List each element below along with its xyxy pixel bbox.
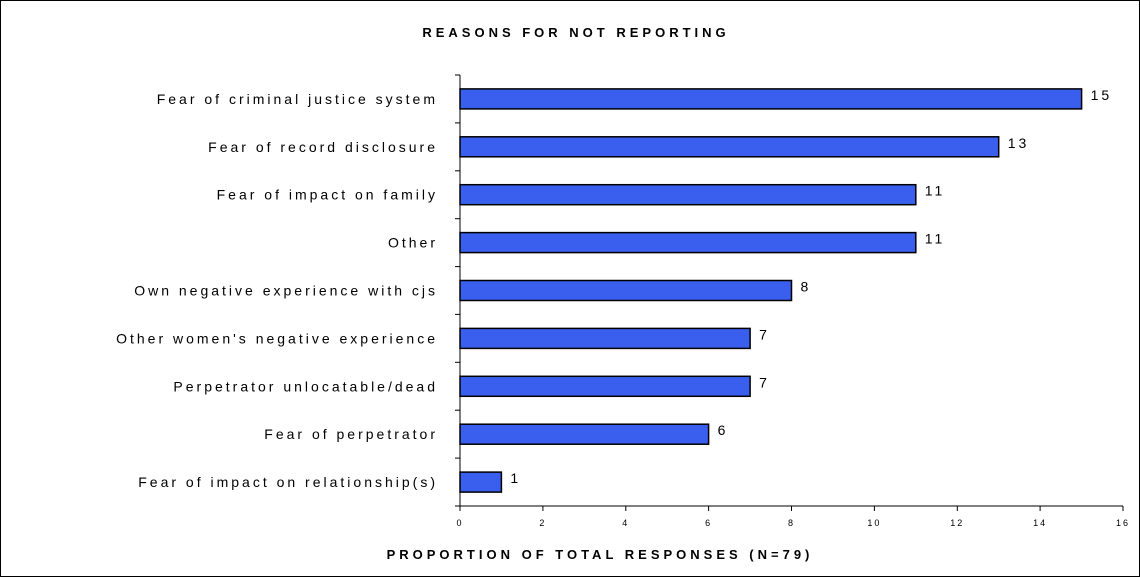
x-tick-label-7: 14 [1033,518,1047,528]
x-tick-label-1: 2 [539,518,546,528]
value-label-5: 7 [759,326,770,342]
chart-title: REASONS FOR NOT REPORTING [422,25,729,40]
category-label-6: Perpetrator unlocatable/dead [173,378,438,394]
bars-layer: Fear of criminal justice system 15 Fear of… [116,87,1113,493]
category-label-4: Own negative experience with cjs [134,283,438,299]
category-label-0: Fear of criminal justice system [157,91,438,107]
category-label-7: Fear of perpetrator [264,426,438,442]
x-tick-label-3: 6 [705,518,712,528]
value-label-6: 7 [759,374,770,390]
category-label-3: Other [388,235,438,251]
bar-1 [459,136,1000,158]
x-tick-label-5: 10 [867,518,881,528]
bar-8 [459,471,503,493]
bar-7 [459,423,710,445]
x-tick-label-2: 4 [622,518,629,528]
axes-layer: 0 2 4 6 8 10 12 14 16 [455,74,1130,528]
value-label-7: 6 [718,422,729,438]
bar-3 [459,231,917,254]
x-axis-title: PROPORTION OF TOTAL RESPONSES (N=79) [387,547,814,562]
category-label-2: Fear of impact on family [217,187,438,203]
bar-5 [459,327,751,350]
category-label-8: Fear of impact on relationship(s) [138,474,438,490]
value-label-2: 11 [925,183,946,199]
value-label-8: 1 [510,470,521,486]
category-label-1: Fear of record disclosure [208,139,438,155]
value-label-4: 8 [801,279,812,295]
x-tick-label-6: 12 [950,518,964,528]
x-tick-label-4: 8 [788,518,795,528]
x-tick-label-8: 16 [1116,518,1130,528]
category-label-5: Other women's negative experience [116,330,438,346]
value-label-1: 13 [1008,135,1030,151]
bar-4 [459,279,793,302]
bar-0 [459,88,1083,110]
value-label-0: 15 [1091,87,1113,103]
bar-2 [459,183,917,206]
value-label-3: 11 [925,231,946,247]
x-tick-label-0: 0 [456,518,463,528]
bar-6 [459,375,751,398]
